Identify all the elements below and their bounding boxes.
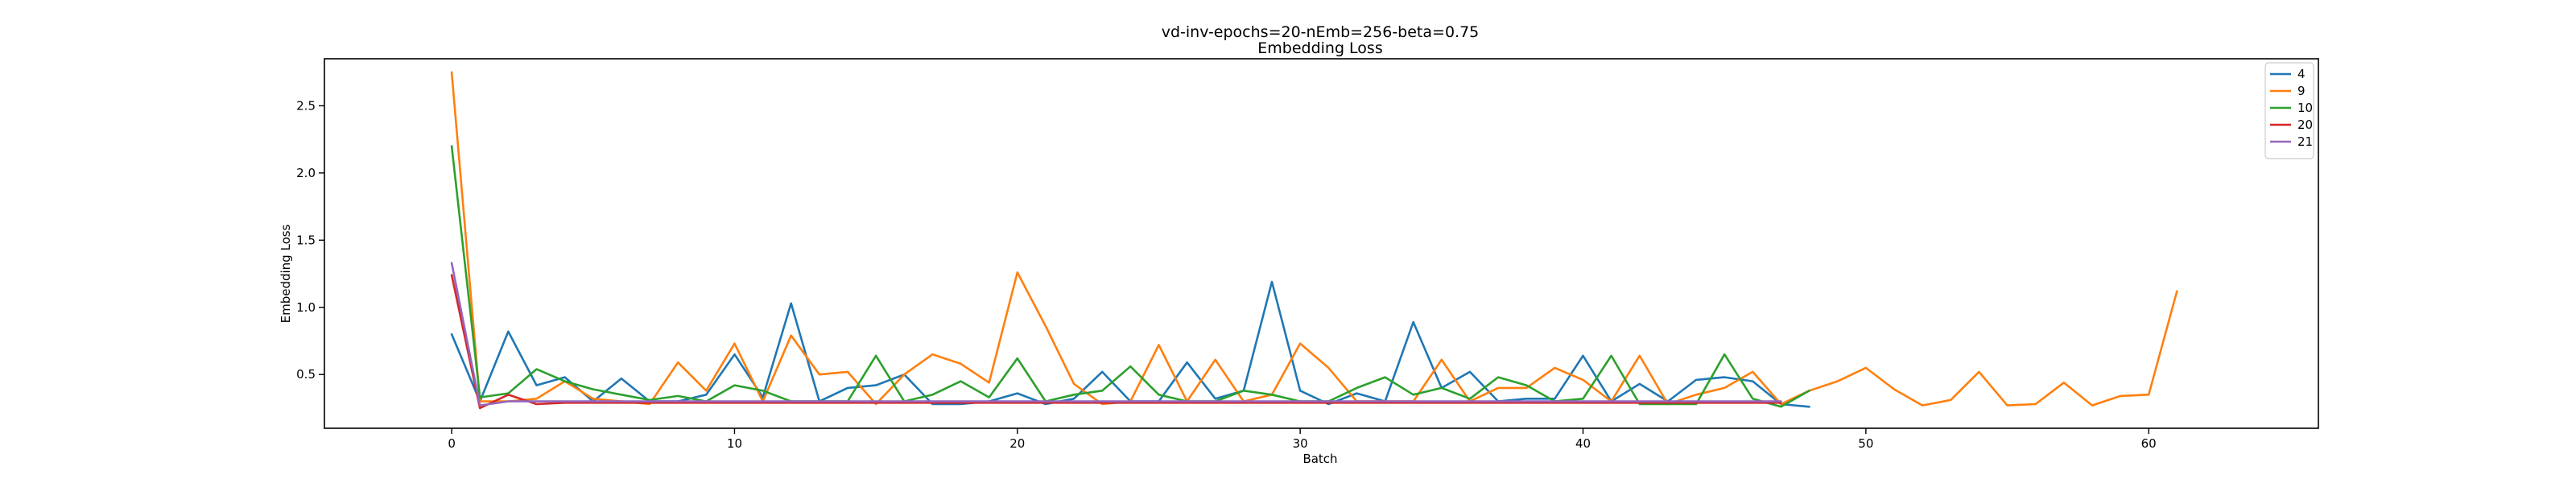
legend-label-10: 10 bbox=[2297, 101, 2313, 115]
plot-frame bbox=[324, 58, 2319, 429]
y-tick-label: 2.0 bbox=[296, 166, 316, 180]
plot-area bbox=[450, 71, 2178, 410]
series-line-10 bbox=[450, 145, 1810, 408]
series-line-20 bbox=[450, 274, 1782, 410]
x-tick-label: 40 bbox=[1575, 436, 1591, 451]
legend-label-21: 21 bbox=[2297, 134, 2313, 149]
y-axis-label: Embedding Loss bbox=[279, 224, 293, 323]
series-line-21 bbox=[450, 262, 1782, 407]
x-tick-label: 30 bbox=[1293, 436, 1308, 451]
legend-label-9: 9 bbox=[2297, 84, 2306, 98]
axis-ticks: 0 10 20 30 40 50 60 0.5 1.0 1.5 2.0 2.5 bbox=[296, 98, 2157, 451]
chart-title: vd-inv-epochs=20-nEmb=256-beta=0.75 bbox=[1162, 23, 1480, 41]
series-line-9 bbox=[450, 71, 2178, 407]
y-tick-label: 0.5 bbox=[296, 367, 316, 382]
legend-label-20: 20 bbox=[2297, 118, 2313, 132]
y-tick-label: 1.0 bbox=[296, 300, 316, 315]
y-tick-label: 2.5 bbox=[296, 98, 316, 113]
x-tick-label: 20 bbox=[1009, 436, 1025, 451]
legend-label-4: 4 bbox=[2297, 67, 2306, 81]
x-tick-label: 0 bbox=[448, 436, 456, 451]
x-tick-label: 60 bbox=[2141, 436, 2157, 451]
legend: 4 9 10 20 21 bbox=[2264, 62, 2314, 159]
x-axis-label: Batch bbox=[1302, 452, 1337, 466]
y-tick-label: 1.5 bbox=[296, 233, 316, 247]
x-tick-label: 10 bbox=[727, 436, 742, 451]
chart-subtitle: Embedding Loss bbox=[1257, 39, 1382, 57]
legend-box bbox=[2264, 62, 2314, 159]
x-tick-label: 50 bbox=[1858, 436, 1873, 451]
